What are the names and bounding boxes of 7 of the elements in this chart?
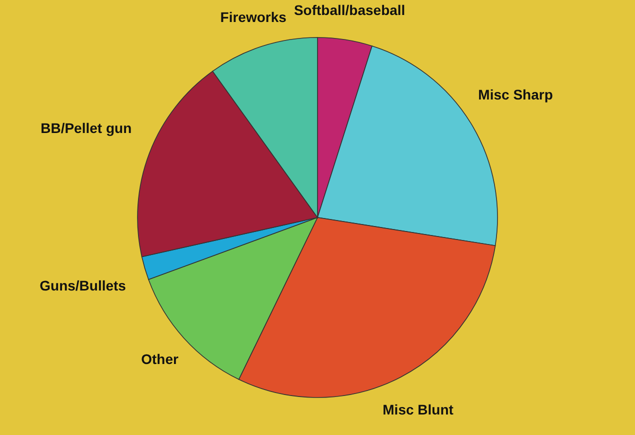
slice-label: Other xyxy=(141,351,179,368)
slice-label: BB/Pellet gun xyxy=(40,120,132,136)
slice-label: Softball/baseball xyxy=(294,2,406,18)
slice-label: Guns/Bullets xyxy=(40,277,126,294)
slice-label: Fireworks xyxy=(220,8,287,25)
slice-label: Misc Sharp xyxy=(478,86,553,102)
slice-label: Misc Blunt xyxy=(382,401,454,418)
